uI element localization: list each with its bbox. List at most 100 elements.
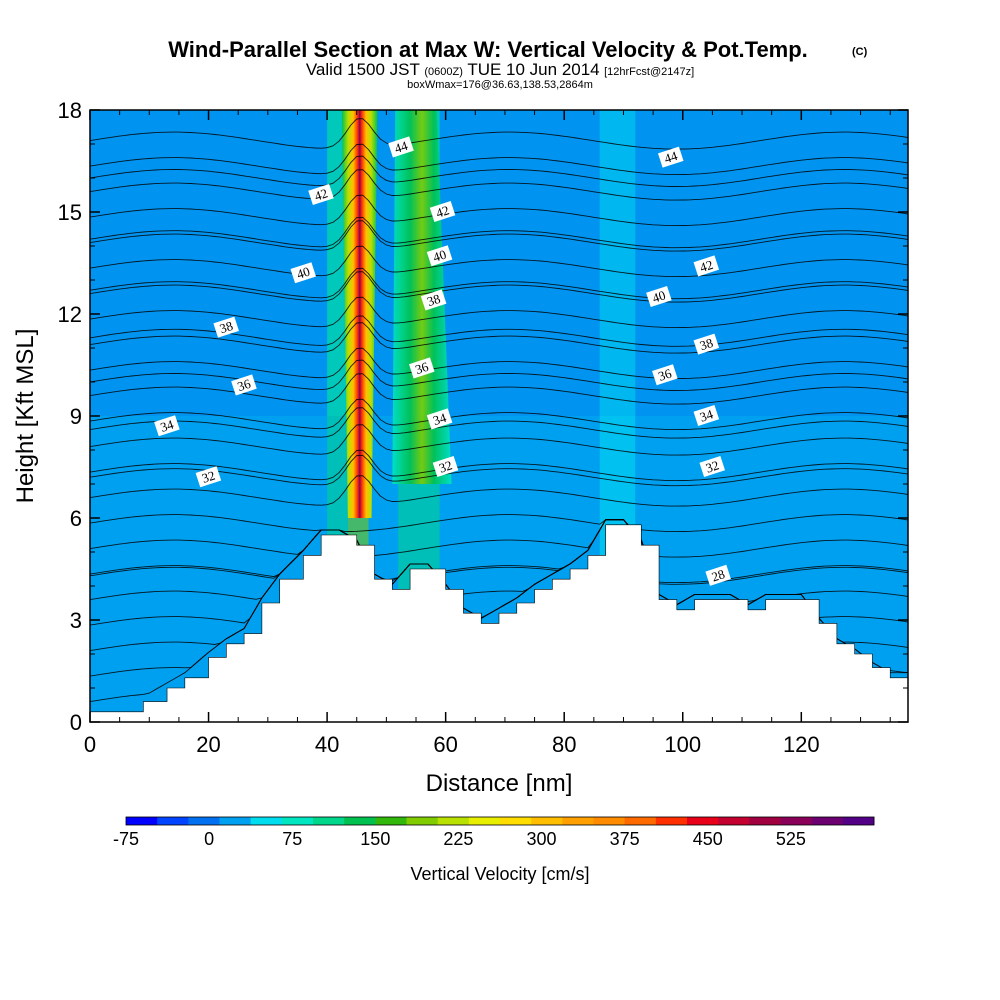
theta-contour-label: 32 xyxy=(195,466,222,488)
theta-label-box xyxy=(693,333,720,355)
colorbar-segment xyxy=(157,817,189,825)
colorbar-segment xyxy=(500,817,532,825)
theta-label-text: 44 xyxy=(393,138,410,156)
theta-label-text: 28 xyxy=(710,566,727,584)
theta-contour-line xyxy=(90,169,908,201)
theta-label-box xyxy=(213,316,239,338)
theta-contour-line xyxy=(90,398,908,431)
theta-label-box xyxy=(432,455,459,478)
colorbar-segment xyxy=(811,817,844,825)
x-tick-label: 80 xyxy=(552,732,576,757)
x-axis: 0 20 40 60 80 100 120 xyxy=(84,110,891,757)
colorbar-segment xyxy=(687,817,719,825)
colorbar-segment xyxy=(219,817,252,825)
theta-contour-line xyxy=(90,347,908,380)
theta-label-box xyxy=(693,404,720,427)
theta-contour-label: 38 xyxy=(420,289,447,311)
colorbar-segment xyxy=(375,817,407,825)
velocity-field xyxy=(90,110,908,722)
theta-label-text: 38 xyxy=(698,335,715,353)
theta-contour-line xyxy=(90,519,908,558)
theta-contour-line xyxy=(90,359,908,391)
colorbar-segment xyxy=(344,817,376,825)
theta-label-text: 34 xyxy=(158,416,175,434)
theta-contour-line xyxy=(90,220,908,252)
colorbar-tick-label: 525 xyxy=(776,829,806,849)
theta-label-box xyxy=(699,455,726,478)
theta-label-text: 38 xyxy=(218,318,235,336)
theta-contour-line xyxy=(90,407,908,439)
theta-contour-label: 34 xyxy=(426,408,453,430)
colorbar-tick-label: 0 xyxy=(204,829,214,849)
chart-title-mark: (C) xyxy=(852,46,868,58)
updraft-cores xyxy=(341,110,452,518)
y-tick-label: 15 xyxy=(58,200,82,225)
theta-label-box xyxy=(426,245,453,267)
theta-contour-line xyxy=(90,271,908,303)
colorbar-segment xyxy=(188,817,220,825)
x-tick-label: 120 xyxy=(783,732,820,757)
theta-contour-line xyxy=(90,194,908,227)
terrain xyxy=(90,524,908,722)
theta-contour-label: 40 xyxy=(426,245,453,267)
y-tick-label: 9 xyxy=(70,404,82,429)
theta-contour-label: 36 xyxy=(231,374,257,396)
theta-label-text: 38 xyxy=(425,291,442,309)
velocity-band-upper xyxy=(327,110,348,416)
theta-label-text: 32 xyxy=(704,457,721,475)
theta-label-text: 32 xyxy=(437,457,454,475)
theta-label-text: 34 xyxy=(698,406,715,424)
x-tick-label: 20 xyxy=(196,732,220,757)
theta-contour-label: 42 xyxy=(693,255,720,277)
theta-contour-line xyxy=(90,245,908,278)
y-tick-label: 0 xyxy=(70,710,82,735)
primary-updraft-core xyxy=(341,110,378,518)
theta-label-box xyxy=(657,146,684,168)
theta-contour-line xyxy=(90,514,908,533)
theta-label-box xyxy=(290,262,317,284)
colorbar-segment xyxy=(531,817,563,825)
theta-label-text: 42 xyxy=(434,202,451,220)
colorbar-segment xyxy=(313,817,345,825)
theta-contour-line xyxy=(90,424,908,456)
colorbar-tick-label: 225 xyxy=(443,829,473,849)
theta-label-text: 40 xyxy=(431,247,448,265)
theta-contour-label: 44 xyxy=(388,136,414,158)
theta-label-box xyxy=(231,374,257,396)
x-tick-label: 0 xyxy=(84,732,96,757)
theta-contour-line xyxy=(90,322,908,354)
chart-annotation: boxWmax=176@36.63,138.53,2864m xyxy=(407,79,593,91)
theta-contour-label: 34 xyxy=(154,415,180,437)
theta-contour-line xyxy=(90,216,908,249)
colorbar-segment xyxy=(562,817,594,825)
colorbar-tick-label: 150 xyxy=(360,829,390,849)
chart-title: Wind-Parallel Section at Max W: Vertical… xyxy=(168,37,808,62)
colorbar-segment xyxy=(437,817,470,825)
theta-contour-line xyxy=(90,475,908,507)
theta-contour-label: 32 xyxy=(699,455,726,478)
theta-contour-label: 32 xyxy=(432,455,459,478)
colorbar-segment xyxy=(281,817,314,825)
velocity-band-upper xyxy=(90,110,144,416)
colorbar: -75 0 75 150 225 300 375 450 525 xyxy=(113,816,875,849)
colorbar-segment xyxy=(749,817,781,825)
theta-label-text: 40 xyxy=(650,287,667,305)
theta-label-box xyxy=(388,136,414,158)
theta-label-text: 34 xyxy=(431,410,448,428)
theta-label-box xyxy=(308,183,334,206)
y-tick-label: 3 xyxy=(70,608,82,633)
theta-label-box xyxy=(195,466,222,488)
colorbar-segment xyxy=(406,817,439,825)
colorbar-segment xyxy=(780,817,813,825)
colorbar-segment xyxy=(126,817,158,825)
theta-label-box xyxy=(154,415,180,437)
theta-label-text: 40 xyxy=(295,264,312,282)
theta-contour-line xyxy=(90,296,908,329)
x-axis-label: Distance [nm] xyxy=(426,770,573,797)
colorbar-segment xyxy=(593,817,626,825)
theta-contour-label: 38 xyxy=(693,333,720,355)
y-tick-label: 12 xyxy=(58,302,82,327)
theta-contour-line xyxy=(90,454,908,487)
theta-label-text: 36 xyxy=(413,359,430,377)
